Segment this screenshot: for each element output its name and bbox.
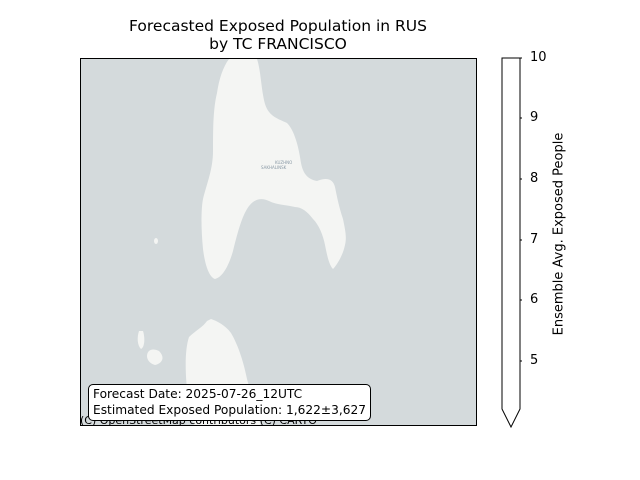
exposed-population: Estimated Exposed Population: 1,622±3,62… (93, 402, 367, 417)
colorbar-tick-label: 6 (530, 292, 539, 307)
small-islet (154, 238, 158, 244)
title-line-1: Forecasted Exposed Population in RUS (129, 17, 427, 35)
colorbar-label: Ensemble Avg. Exposed People (551, 132, 567, 336)
info-box: Forecast Date: 2025-07-26_12UTC Estimate… (88, 384, 372, 421)
map-panel: KUZHNO SAKHALINSK (80, 58, 477, 426)
title-line-2: by TC FRANCISCO (209, 35, 347, 53)
city-label: KUZHNO (275, 160, 292, 165)
sakhalin-island (201, 59, 346, 279)
colorbar-tick-label: 8 (530, 171, 539, 186)
forecast-date: Forecast Date: 2025-07-26_12UTC (93, 387, 303, 401)
basemap: KUZHNO SAKHALINSK (137, 59, 346, 425)
colorbar-tick-label: 7 (530, 232, 539, 247)
rishiri-island (137, 331, 145, 349)
colorbar-body (501, 57, 521, 429)
colorbar-tick-label: 5 (530, 353, 539, 368)
rebun-island (147, 349, 163, 365)
colorbar-tick-label: 10 (530, 50, 547, 65)
city-label: SAKHALINSK (261, 165, 287, 170)
chart-title: Forecasted Exposed Population in RUS by … (0, 17, 556, 53)
colorbar (501, 57, 522, 429)
colorbar-tick-label: 9 (530, 110, 539, 125)
